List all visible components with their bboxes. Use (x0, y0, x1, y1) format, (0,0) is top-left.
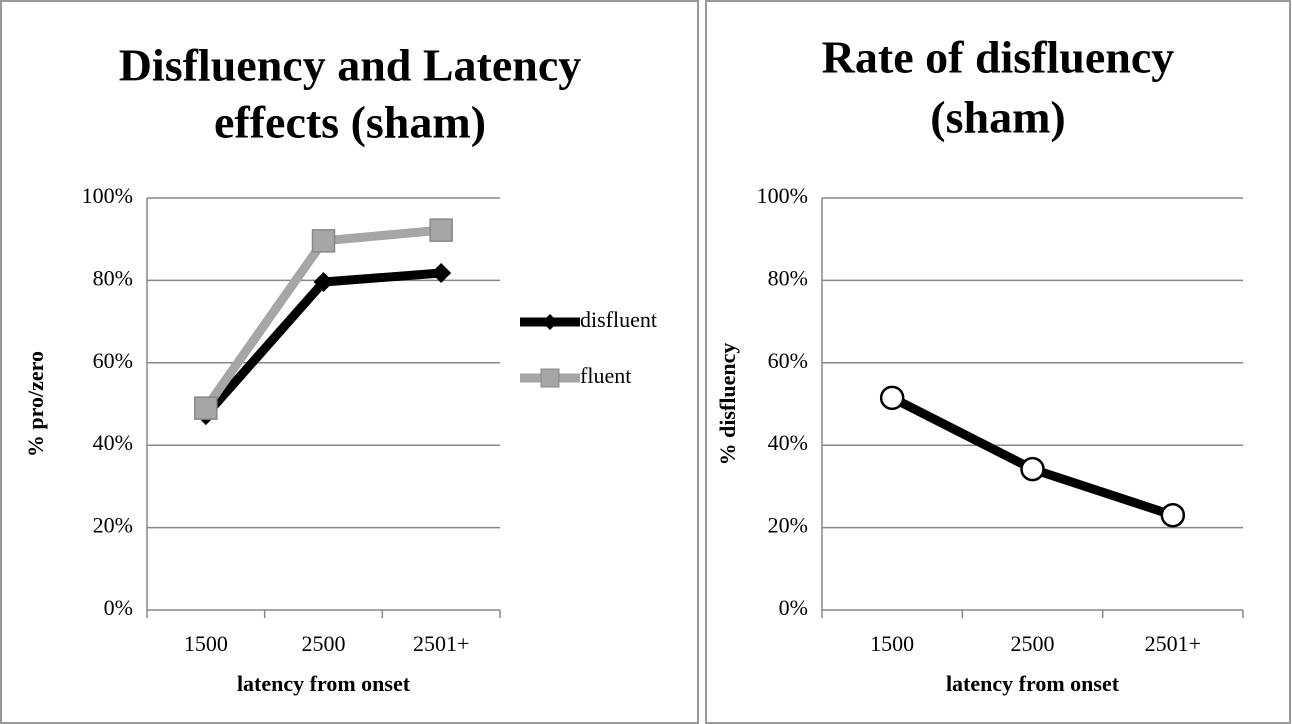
panel-border (0, 0, 699, 724)
y-tick-label: 80% (93, 265, 133, 290)
x-axis-title: latency from onset (946, 671, 1120, 696)
y-tick-label: 20% (93, 513, 133, 538)
x-tick-label: 2500 (302, 631, 346, 656)
marker (879, 385, 905, 411)
legend-label: fluent (580, 363, 631, 388)
chart-title: Disfluency and Latency (119, 40, 582, 91)
marker (1020, 456, 1045, 482)
x-tick-label: 2501+ (413, 631, 469, 656)
marker (1160, 502, 1186, 528)
x-tick-label: 2500 (1011, 631, 1055, 656)
y-tick-label: 60% (768, 348, 808, 373)
chart-title: effects (sham) (214, 97, 486, 148)
chart-title: (sham) (930, 92, 1065, 143)
x-tick-label: 1500 (184, 631, 228, 656)
y-tick-label: 40% (768, 430, 808, 455)
y-tick-label: 0% (779, 595, 808, 620)
y-tick-label: 100% (82, 183, 133, 208)
legend-marker (540, 368, 560, 388)
y-axis-title: % disfluency (715, 343, 740, 466)
y-axis-title: % pro/zero (23, 351, 48, 457)
marker (431, 262, 452, 283)
marker (429, 218, 453, 242)
marker (311, 229, 336, 253)
series-line (202, 268, 442, 419)
x-tick-label: 2501+ (1145, 631, 1201, 656)
marker (194, 396, 218, 420)
legend-marker (542, 314, 558, 330)
panel-border (705, 0, 1291, 724)
x-tick-label: 1500 (870, 631, 914, 656)
y-tick-label: 100% (757, 183, 808, 208)
y-tick-label: 60% (93, 348, 133, 373)
marker (313, 272, 334, 293)
legend-label: disfluent (580, 307, 657, 332)
x-axis-title: latency from onset (237, 671, 411, 696)
series-line (890, 393, 1175, 520)
y-tick-label: 40% (93, 430, 133, 455)
chart-title: Rate of disfluency (822, 32, 1175, 83)
y-tick-label: 80% (768, 265, 808, 290)
y-tick-label: 0% (104, 595, 133, 620)
y-tick-label: 20% (768, 513, 808, 538)
